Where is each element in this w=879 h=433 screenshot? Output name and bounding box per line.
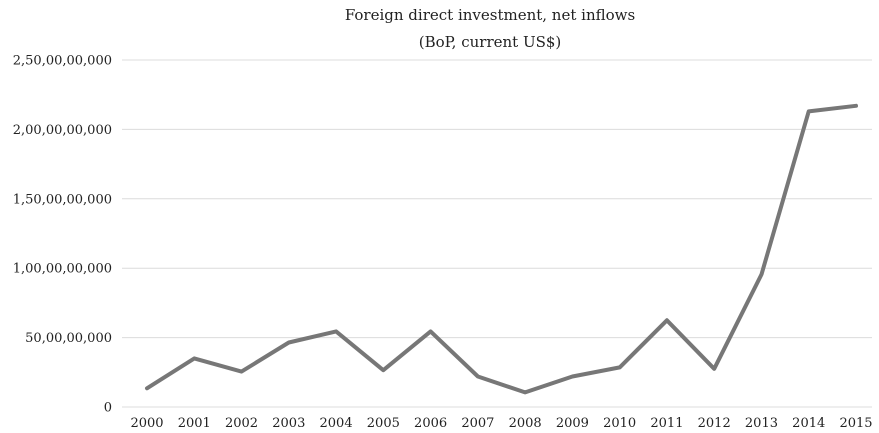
y-tick-label: 0 xyxy=(104,401,112,416)
x-tick-label: 2008 xyxy=(509,416,542,431)
y-tick-label: 1,50,00,00,000 xyxy=(13,192,112,207)
x-tick-label: 2004 xyxy=(320,416,353,431)
x-tick-label: 2013 xyxy=(745,416,778,431)
x-tick-label: 2014 xyxy=(792,416,825,431)
x-tick-label: 2005 xyxy=(367,416,400,431)
chart-title: Foreign direct investment, net inflows xyxy=(345,6,635,24)
x-tick-label: 2007 xyxy=(461,416,494,431)
y-tick-label: 2,50,00,00,000 xyxy=(13,54,112,69)
y-axis-tick-labels: 0 50,00,00,000 1,00,00,00,000 1,50,00,00,00… xyxy=(13,54,112,416)
series-line xyxy=(145,103,858,395)
x-tick-label: 2015 xyxy=(839,416,872,431)
gridlines xyxy=(122,59,872,408)
x-tick-label: 2003 xyxy=(272,416,305,431)
chart-subtitle: (BoP, current US$) xyxy=(419,33,562,51)
x-tick-label: 2012 xyxy=(698,416,731,431)
x-tick-label: 2011 xyxy=(650,416,683,431)
x-tick-label: 2000 xyxy=(130,416,163,431)
x-axis-tick-labels: 2000 2001 2002 2003 2004 2005 2006 2007 2008 2009… xyxy=(130,416,872,431)
y-tick-label: 50,00,00,000 xyxy=(25,331,112,346)
x-tick-label: 2002 xyxy=(225,416,258,431)
y-tick-label: 2,00,00,00,000 xyxy=(13,123,112,138)
x-tick-label: 2010 xyxy=(603,416,636,431)
x-tick-label: 2009 xyxy=(556,416,589,431)
series-lines xyxy=(145,103,858,395)
x-tick-label: 2006 xyxy=(414,416,447,431)
y-tick-label: 1,00,00,00,000 xyxy=(13,262,112,277)
x-tick-label: 2001 xyxy=(178,416,211,431)
